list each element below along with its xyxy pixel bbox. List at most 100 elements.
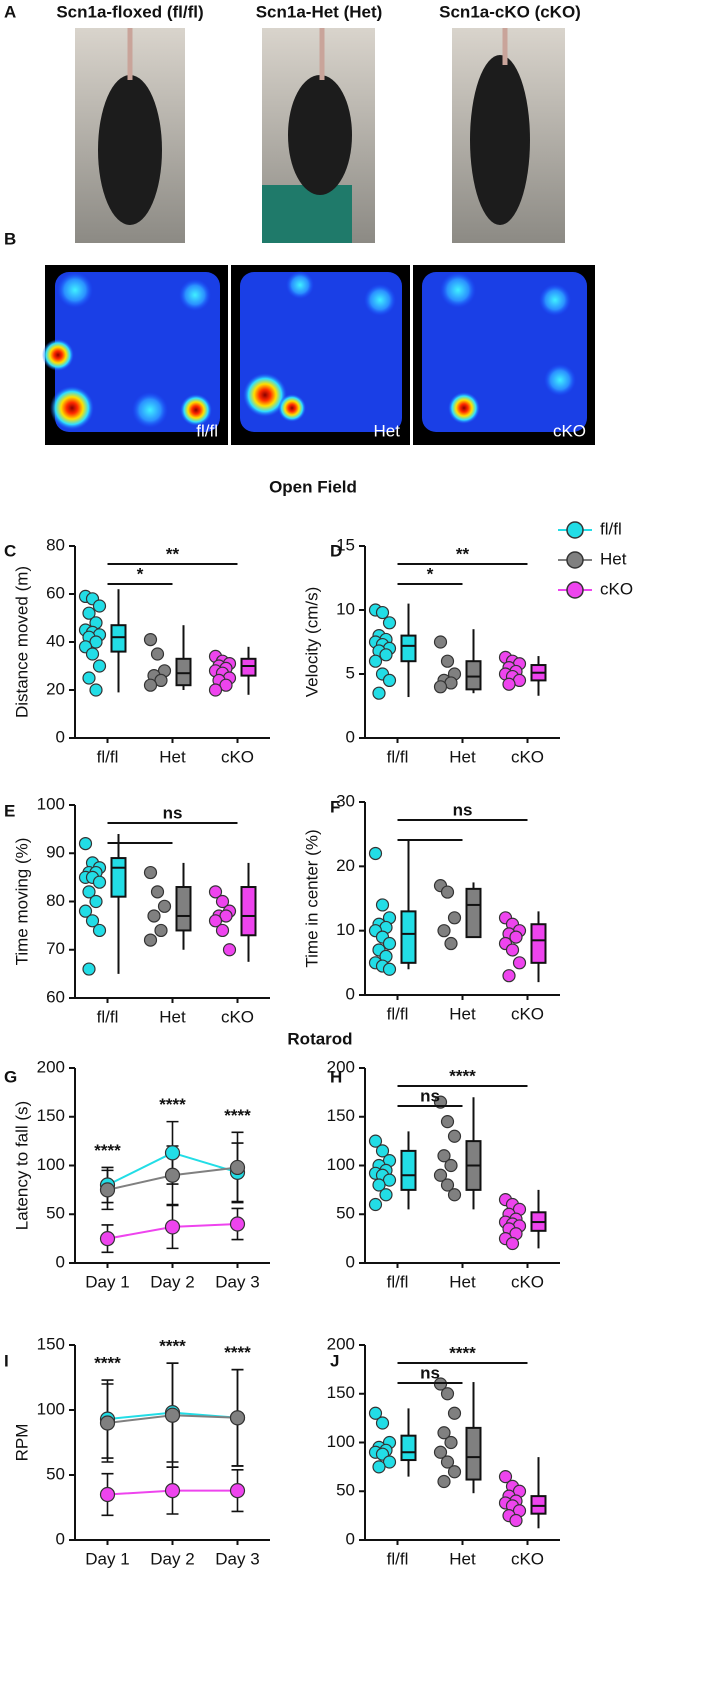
data-point: [502, 677, 516, 691]
box: [400, 634, 417, 663]
heatmap: fl/fl: [42, 265, 228, 445]
data-point: [437, 1149, 451, 1163]
data-point: [440, 654, 455, 668]
y-axis-label: Latency to fall (s): [12, 1101, 31, 1230]
y-axis-label: Velocity (cm/s): [302, 587, 321, 698]
significance-label: ns: [420, 1363, 440, 1382]
heatmap: cKO: [413, 265, 595, 445]
box: [465, 887, 482, 939]
box: [465, 1426, 482, 1481]
panel-letter: J: [330, 1351, 339, 1370]
legend: fl/fl Het cKO: [558, 519, 633, 599]
photo: [262, 28, 375, 243]
data-point: [147, 909, 161, 923]
data-point: [440, 1387, 455, 1401]
significance-label: ****: [159, 1337, 186, 1356]
data-point: [440, 1115, 455, 1129]
data-point: [78, 904, 93, 918]
heatmap-label: Het: [374, 421, 401, 440]
panel-letter: C: [4, 541, 16, 560]
y-tick-label: 80: [46, 535, 65, 554]
x-tick-label: Het: [449, 1549, 476, 1568]
data-point: [382, 936, 397, 951]
data-point: [208, 914, 223, 928]
data-point: [229, 1410, 246, 1426]
data-point: [143, 865, 158, 880]
y-tick-label: 30: [336, 791, 355, 810]
y-tick-label: 10: [336, 920, 355, 939]
data-point: [164, 1482, 181, 1499]
box: [400, 1434, 417, 1462]
box: [110, 857, 127, 898]
y-tick-label: 150: [327, 1106, 355, 1125]
legend-marker: [566, 581, 584, 599]
photo-title: Scn1a-floxed (fl/fl): [56, 2, 203, 21]
data-point: [447, 911, 462, 925]
significance-label: ns: [453, 800, 473, 819]
data-point: [433, 680, 448, 694]
y-tick-label: 100: [37, 794, 65, 813]
y-axis-label: Time in center (%): [302, 829, 321, 967]
data-point: [143, 632, 158, 647]
y-tick-label: 20: [46, 679, 65, 698]
y-tick-label: 0: [346, 984, 355, 1003]
y-tick-label: 50: [46, 1464, 65, 1483]
data-point: [99, 1231, 116, 1247]
data-point: [368, 654, 383, 668]
data-point: [154, 923, 168, 938]
data-point: [444, 1158, 458, 1173]
data-point: [375, 605, 390, 620]
data-point: [157, 899, 172, 913]
panel-letter: H: [330, 1067, 342, 1086]
data-point: [215, 894, 230, 909]
data-point: [229, 1482, 246, 1499]
data-point: [368, 846, 383, 861]
x-tick-label: fl/fl: [97, 1007, 119, 1026]
y-tick-label: 100: [37, 1399, 65, 1418]
data-point: [502, 969, 516, 983]
data-point: [85, 914, 100, 928]
panel-letter: A: [4, 2, 16, 21]
data-point: [215, 923, 230, 938]
x-tick-label: Het: [159, 1007, 186, 1026]
y-tick-label: 200: [37, 1057, 65, 1076]
significance-label: ****: [449, 1343, 476, 1362]
x-tick-label: Het: [449, 1004, 476, 1023]
x-tick-label: cKO: [511, 1549, 544, 1568]
y-tick-label: 20: [336, 856, 355, 875]
y-tick-label: 70: [46, 939, 65, 958]
y-axis-label: Distance moved (m): [12, 566, 31, 718]
y-tick-label: 50: [336, 1481, 355, 1500]
data-point: [222, 943, 237, 957]
x-tick-label: Day 3: [215, 1272, 259, 1291]
y-tick-label: 15: [336, 535, 355, 554]
legend-label: Het: [600, 549, 627, 568]
y-tick-label: 50: [46, 1204, 65, 1223]
y-tick-label: 80: [46, 891, 65, 910]
x-tick-label: cKO: [221, 747, 254, 766]
significance-label: **: [456, 544, 470, 563]
box: [110, 624, 127, 653]
data-point: [505, 1236, 520, 1251]
data-point: [99, 1486, 116, 1503]
y-tick-label: 150: [37, 1106, 65, 1125]
data-point: [82, 962, 96, 976]
data-point: [379, 1188, 393, 1202]
y-tick-label: 0: [56, 1529, 65, 1548]
x-tick-label: Day 3: [215, 1549, 259, 1568]
data-point: [382, 673, 397, 688]
legend-marker: [566, 551, 584, 569]
data-point: [85, 647, 100, 661]
significance-label: ns: [163, 803, 183, 822]
box: [240, 657, 257, 677]
x-tick-label: fl/fl: [387, 1004, 409, 1023]
data-point: [505, 943, 520, 957]
legend-label: cKO: [600, 579, 633, 598]
x-tick-label: Day 2: [150, 1272, 194, 1291]
data-point: [433, 635, 448, 649]
y-tick-label: 150: [37, 1334, 65, 1353]
panel-letter: I: [4, 1351, 9, 1370]
data-point: [433, 1445, 448, 1459]
